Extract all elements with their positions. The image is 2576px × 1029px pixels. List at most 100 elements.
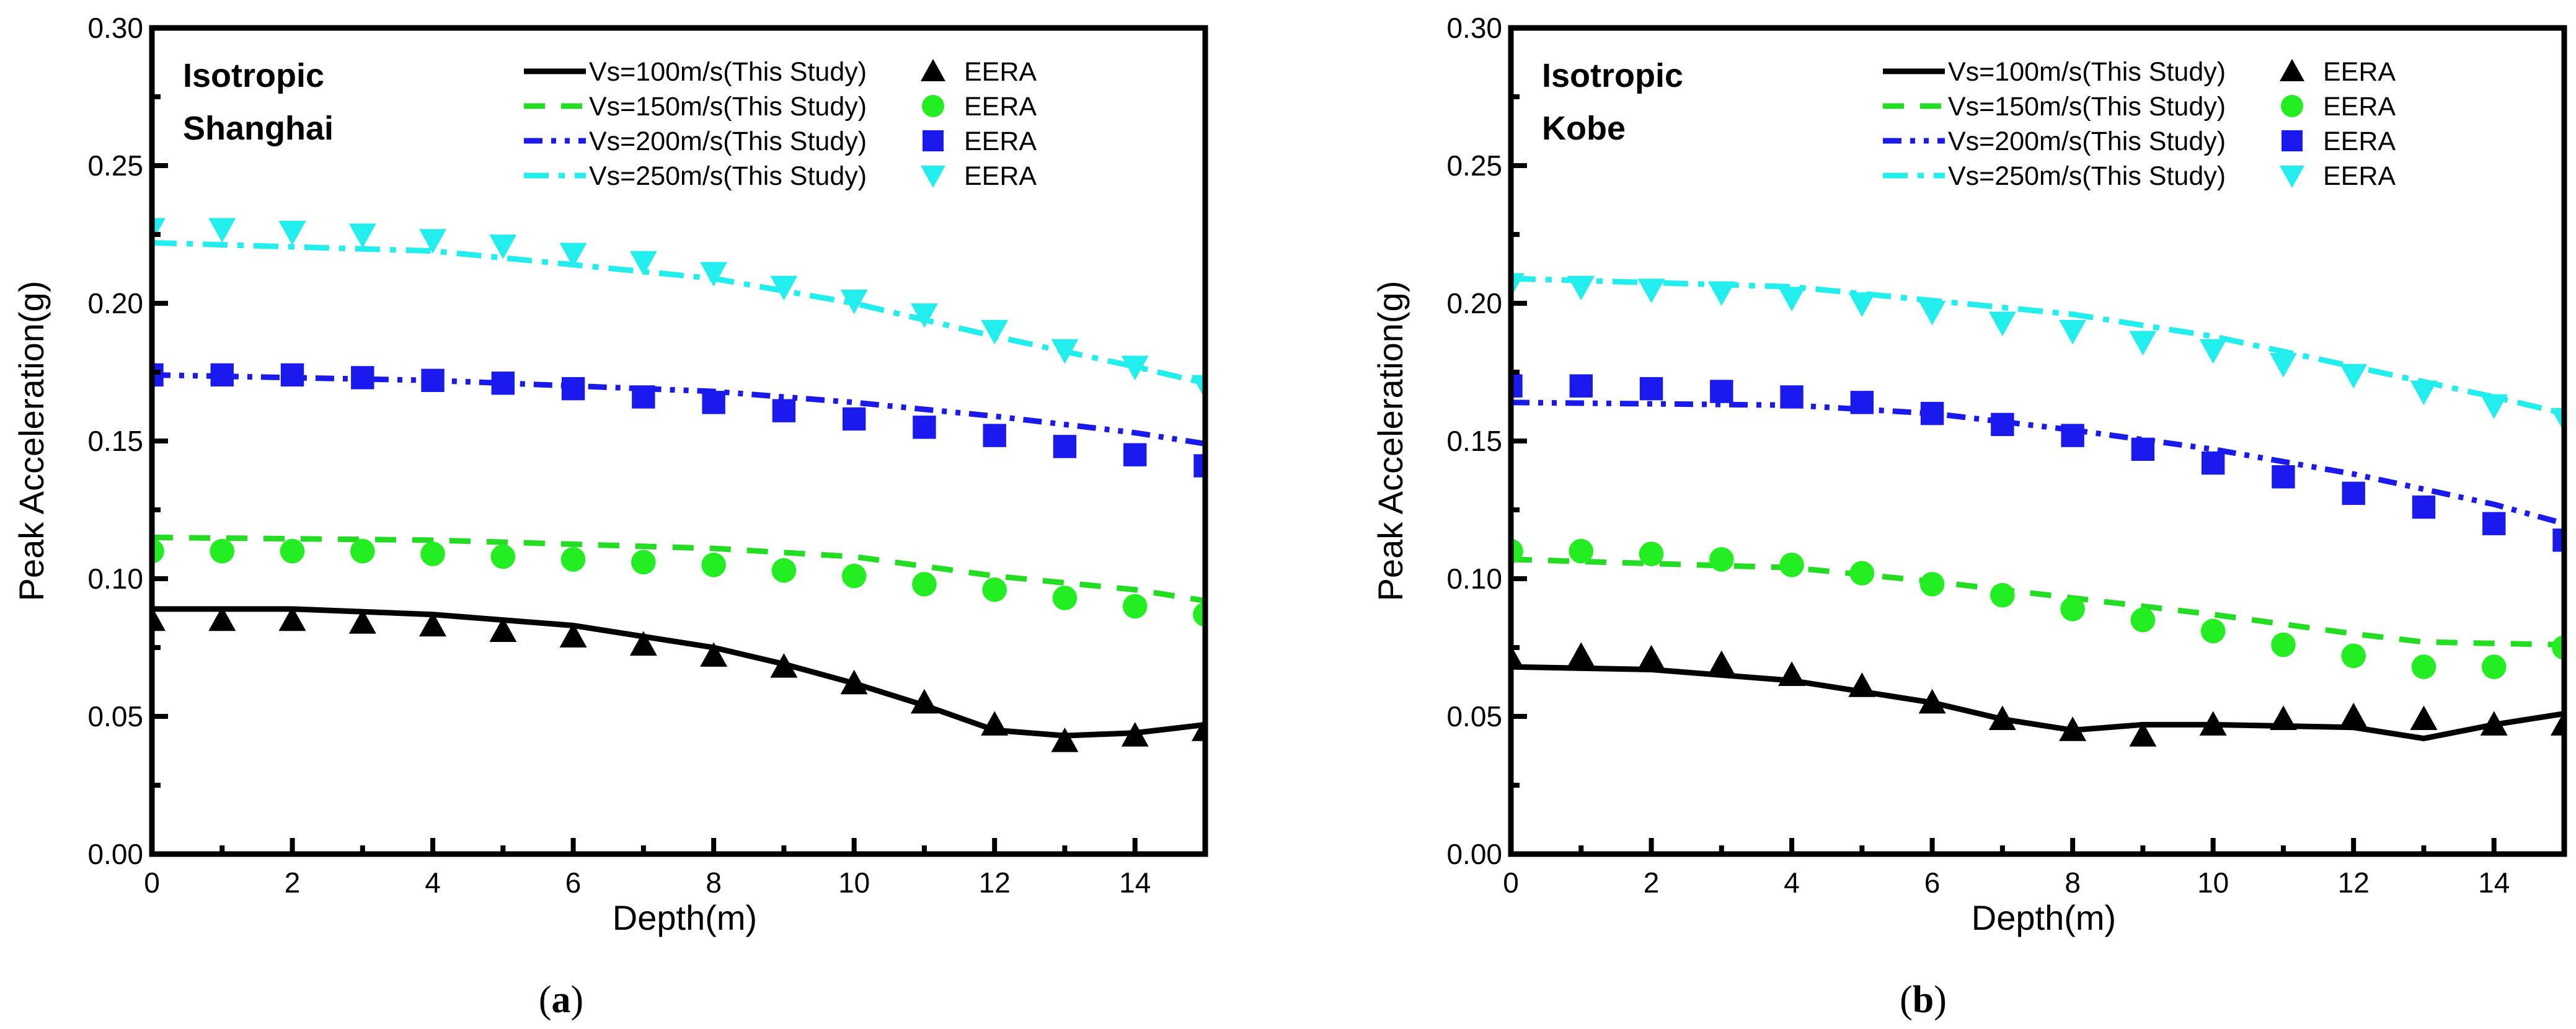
data-point-triangle <box>910 688 938 714</box>
series-line-6 <box>152 239 1205 386</box>
data-point-triangle-down <box>770 275 798 301</box>
data-point-triangle-down <box>840 289 868 314</box>
legend-label: EERA <box>2323 92 2396 122</box>
caption-paren: ( <box>1900 979 1913 1021</box>
data-point-triangle-down <box>1778 287 1806 312</box>
x-tick-label: 12 <box>979 866 1011 899</box>
series-line-0 <box>152 606 1205 739</box>
data-point-circle <box>420 541 445 566</box>
series-line-4 <box>1511 399 2564 527</box>
y-tick-label: 0.20 <box>87 287 143 319</box>
data-point-circle <box>1569 538 1594 564</box>
data-point-triangle-down <box>1988 311 2016 337</box>
data-point-triangle-down <box>278 220 306 246</box>
data-point-circle <box>2552 635 2564 660</box>
data-point-circle <box>560 547 586 572</box>
data-point-triangle-down <box>981 319 1009 345</box>
data-point-triangle <box>1637 644 1665 670</box>
y-tick-label: 0.10 <box>1446 563 1502 595</box>
data-point-circle <box>210 538 235 564</box>
data-point-square <box>561 376 585 401</box>
data-point-square <box>702 391 725 414</box>
data-point-triangle-down <box>629 251 657 276</box>
legend-marker-triangle-down <box>2280 166 2304 188</box>
data-point-triangle <box>2199 711 2227 736</box>
data-point-triangle <box>2340 703 2368 728</box>
data-point-triangle <box>1121 722 1149 747</box>
data-point-triangle-down <box>2199 339 2227 364</box>
data-point-triangle-down <box>2269 353 2297 378</box>
x-tick-label: 0 <box>1503 866 1519 899</box>
data-point-triangle-down <box>1918 300 1946 326</box>
x-tick-label: 10 <box>2197 866 2229 899</box>
data-point-triangle-down <box>208 218 236 243</box>
data-point-square <box>772 399 796 422</box>
y-tick-label: 0.15 <box>1446 425 1502 457</box>
data-point-square <box>2342 481 2365 506</box>
x-tick-label: 14 <box>2478 866 2510 899</box>
data-point-triangle <box>559 623 587 648</box>
x-tick-label: 6 <box>1924 866 1941 899</box>
x-tick-label: 0 <box>144 866 160 899</box>
chart-panel-b: 0 2 4 6 8 10 12 14 0.00 0.05 0.10 0.15 0.20 0.25 0.30 D… <box>1371 12 2567 1021</box>
data-point-triangle-down <box>559 243 587 268</box>
data-point-circle <box>1639 541 1664 566</box>
x-tick-label: 10 <box>838 866 870 899</box>
legend-marker-circle <box>2281 95 2303 117</box>
data-point-triangle <box>2480 711 2508 736</box>
series-line-6 <box>1511 275 2564 416</box>
data-point-triangle <box>840 669 868 695</box>
y-tick-label: 0.05 <box>1446 700 1502 733</box>
series-line-4 <box>152 372 1205 447</box>
series-group <box>152 218 1205 752</box>
data-point-square <box>1920 401 1944 425</box>
data-point-triangle <box>700 642 728 667</box>
series-group <box>1511 273 2564 747</box>
data-point-triangle <box>2410 705 2438 731</box>
data-point-triangle <box>419 612 447 637</box>
y-axis-label: Peak Acceleration(g) <box>1371 281 1410 602</box>
data-point-square <box>1511 374 1523 398</box>
data-point-circle <box>2341 643 2366 669</box>
y-tick-label: 0.00 <box>1446 838 1502 870</box>
data-point-circle <box>1122 594 1148 619</box>
data-point-circle <box>490 544 516 569</box>
legend-marker-triangle-down <box>921 166 945 188</box>
data-point-circle <box>2411 654 2437 679</box>
data-point-triangle <box>2551 711 2564 736</box>
data-point-triangle-down <box>419 229 447 254</box>
legend-label: EERA <box>2323 161 2396 191</box>
legend-label: Vs=250m/s(This Study) <box>589 161 867 191</box>
annotation-text: Isotropic <box>1542 57 1683 94</box>
series-line-2 <box>152 534 1205 604</box>
legend-label: Vs=100m/s(This Study) <box>1948 57 2226 87</box>
data-point-circle <box>982 577 1007 602</box>
data-point-triangle <box>2269 705 2297 731</box>
data-point-triangle-down <box>910 303 938 328</box>
data-point-triangle <box>489 617 517 642</box>
data-point-triangle-down <box>700 262 728 287</box>
data-point-circle <box>631 550 656 575</box>
data-point-square <box>2272 465 2295 489</box>
legend-marker-triangle <box>2280 59 2304 81</box>
data-point-triangle <box>152 606 166 631</box>
data-point-circle <box>1193 602 1205 627</box>
data-point-triangle-down <box>1192 375 1205 400</box>
data-point-circle <box>2481 654 2507 679</box>
caption-paren: ( <box>539 979 552 1021</box>
data-point-circle <box>350 538 375 564</box>
y-tick-label: 0.15 <box>87 425 143 457</box>
data-point-triangle <box>1707 650 1735 675</box>
legend-label: EERA <box>2323 127 2396 156</box>
legend-label: EERA <box>964 57 1037 87</box>
data-point-circle <box>2271 632 2296 657</box>
x-tick-label: 8 <box>706 866 722 899</box>
data-point-circle <box>2200 618 2226 644</box>
data-point-triangle <box>1567 642 1595 667</box>
legend-label: EERA <box>964 161 1037 191</box>
x-tick-label: 4 <box>1784 866 1800 899</box>
data-point-square <box>2201 451 2225 475</box>
data-point-triangle <box>2059 716 2087 741</box>
caption-paren: ) <box>1934 979 1947 1021</box>
